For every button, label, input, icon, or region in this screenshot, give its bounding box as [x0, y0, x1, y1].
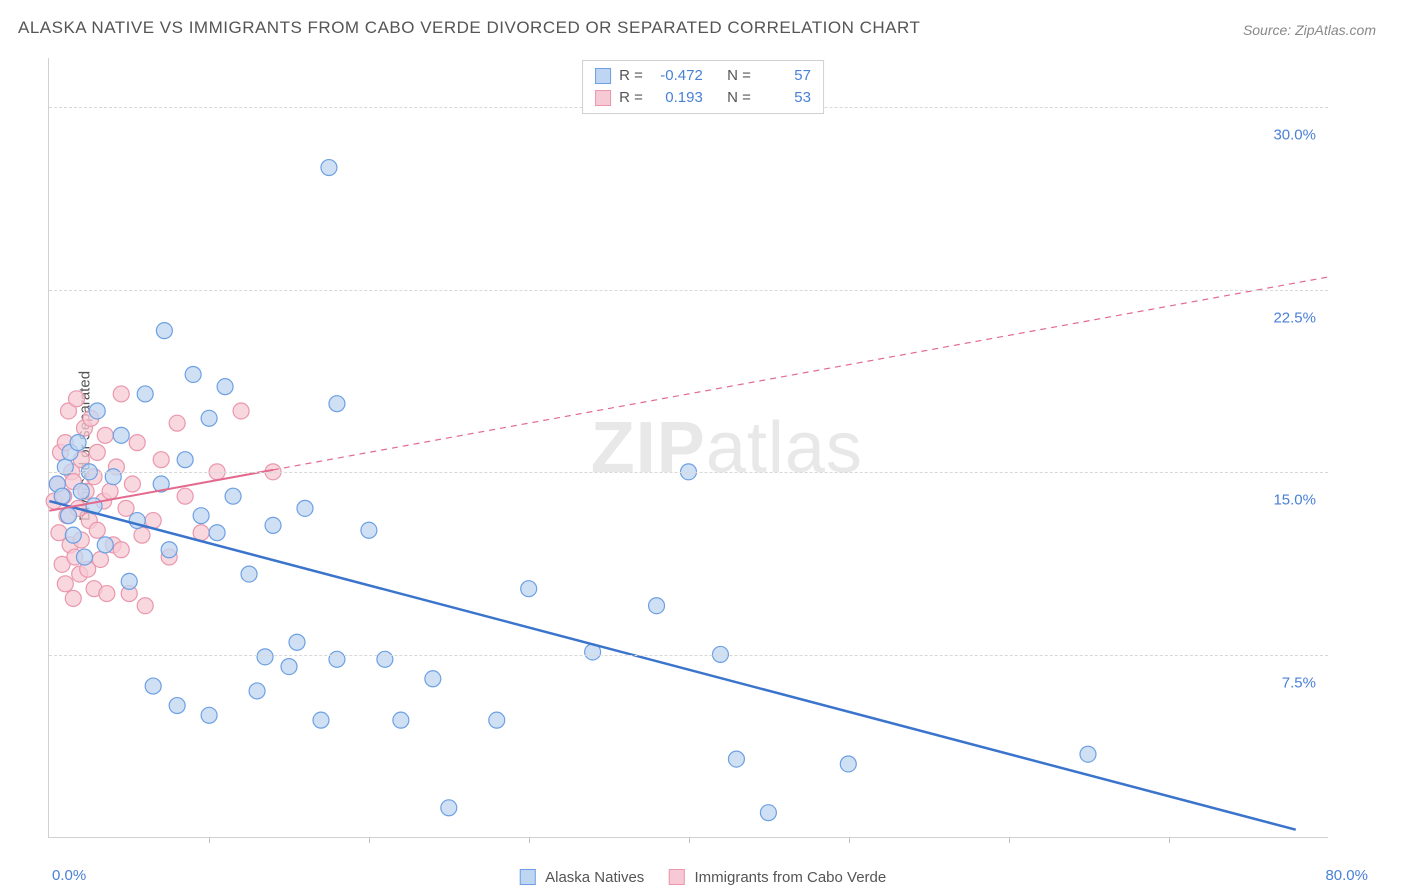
gridline: [49, 472, 1328, 473]
scatter-svg: [49, 58, 1328, 837]
y-tick-label: 15.0%: [1273, 492, 1316, 509]
legend-label-series2: Immigrants from Cabo Verde: [694, 869, 886, 886]
y-tick-label: 22.5%: [1273, 309, 1316, 326]
gridline: [49, 655, 1328, 656]
gridline: [49, 290, 1328, 291]
legend-swatch-series2-b: [668, 869, 684, 885]
legend-label-series1: Alaska Natives: [545, 869, 644, 886]
x-tick: [529, 837, 530, 843]
x-tick: [1009, 837, 1010, 843]
n-label: N =: [727, 87, 751, 109]
legend-item-series2: Immigrants from Cabo Verde: [668, 869, 886, 886]
source-name: ZipAtlas.com: [1295, 22, 1376, 38]
r-value-series1: -0.472: [651, 65, 703, 87]
source-attribution: Source: ZipAtlas.com: [1243, 22, 1376, 38]
x-tick: [209, 837, 210, 843]
n-value-series1: 57: [759, 65, 811, 87]
r-label: R =: [619, 87, 643, 109]
x-tick: [689, 837, 690, 843]
x-min-label: 0.0%: [52, 867, 86, 884]
x-tick: [849, 837, 850, 843]
plot-area: ZIPatlas 7.5%15.0%22.5%30.0%: [48, 58, 1328, 838]
legend-row-series2: R = 0.193 N = 53: [595, 87, 811, 109]
legend-swatch-series1-b: [520, 869, 536, 885]
n-label: N =: [727, 65, 751, 87]
legend-swatch-series2: [595, 90, 611, 106]
n-value-series2: 53: [759, 87, 811, 109]
legend-row-series1: R = -0.472 N = 57: [595, 65, 811, 87]
x-tick: [369, 837, 370, 843]
y-tick-label: 7.5%: [1282, 675, 1316, 692]
series-legend: Alaska Natives Immigrants from Cabo Verd…: [520, 869, 886, 886]
r-label: R =: [619, 65, 643, 87]
x-tick: [1169, 837, 1170, 843]
source-prefix: Source:: [1243, 22, 1291, 38]
correlation-legend: R = -0.472 N = 57 R = 0.193 N = 53: [582, 60, 824, 114]
y-tick-label: 30.0%: [1273, 126, 1316, 143]
legend-swatch-series1: [595, 68, 611, 84]
x-max-label: 80.0%: [1325, 867, 1368, 884]
r-value-series2: 0.193: [651, 87, 703, 109]
legend-item-series1: Alaska Natives: [520, 869, 645, 886]
chart-title: ALASKA NATIVE VS IMMIGRANTS FROM CABO VE…: [18, 18, 920, 38]
